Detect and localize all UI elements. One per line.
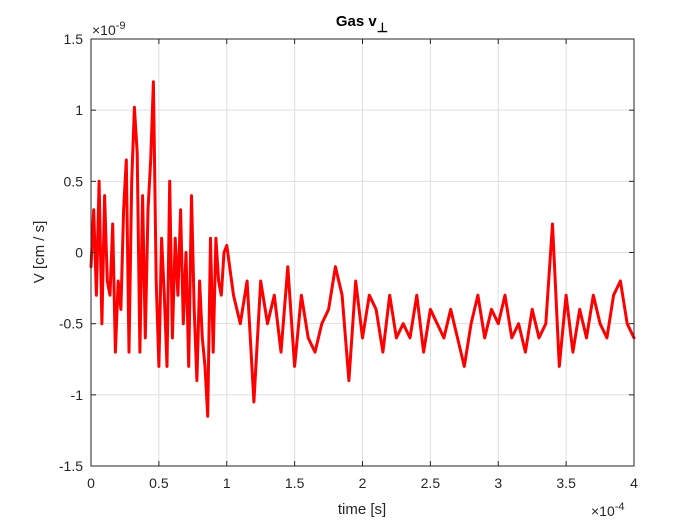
x-tick-label: 2.5 bbox=[421, 475, 441, 491]
x-tick-label: 0 bbox=[87, 475, 95, 491]
tick-labels: 0 0.5 1 1.5 2 2.5 3 3.5 4 -1.5 -1 -0.5 0 0.5 1 1.5 bbox=[59, 31, 638, 491]
y-tick-label: -1 bbox=[71, 387, 84, 403]
series-layer bbox=[89, 80, 636, 418]
y-axis-multiplier: ×10-9 bbox=[92, 20, 126, 38]
y-tick-label: 1.5 bbox=[64, 31, 84, 47]
x-tick-label: 3 bbox=[494, 475, 502, 491]
y-tick-label: 0.5 bbox=[64, 173, 84, 189]
y-tick-label: -0.5 bbox=[59, 316, 83, 332]
x-axis-multiplier: ×10-4 bbox=[591, 501, 625, 519]
x-multiplier-base: ×10 bbox=[591, 503, 615, 519]
series-line bbox=[89, 80, 636, 418]
x-axis-label: time [s] bbox=[338, 501, 386, 518]
x-tick-label: 4 bbox=[630, 475, 638, 491]
y-multiplier-base: ×10 bbox=[92, 22, 116, 38]
x-multiplier-exponent: -4 bbox=[615, 501, 625, 513]
y-multiplier-exponent: -9 bbox=[116, 20, 126, 32]
chart-title-text: Gas v bbox=[336, 13, 378, 30]
y-tick-label: 1 bbox=[75, 102, 83, 118]
x-tick-label: 3.5 bbox=[556, 475, 576, 491]
ticks bbox=[90, 38, 635, 467]
y-tick-label: 0 bbox=[75, 245, 83, 261]
x-tick-label: 2 bbox=[359, 475, 367, 491]
x-tick-label: 1.5 bbox=[285, 475, 305, 491]
y-tick-label: -1.5 bbox=[59, 458, 83, 474]
x-tick-label: 0.5 bbox=[149, 475, 169, 491]
x-tick-label: 1 bbox=[223, 475, 231, 491]
chart-title: Gas v⊥ bbox=[336, 13, 388, 35]
chart-title-subscript: ⊥ bbox=[377, 20, 388, 35]
y-axis-label: V [cm / s] bbox=[31, 221, 48, 284]
